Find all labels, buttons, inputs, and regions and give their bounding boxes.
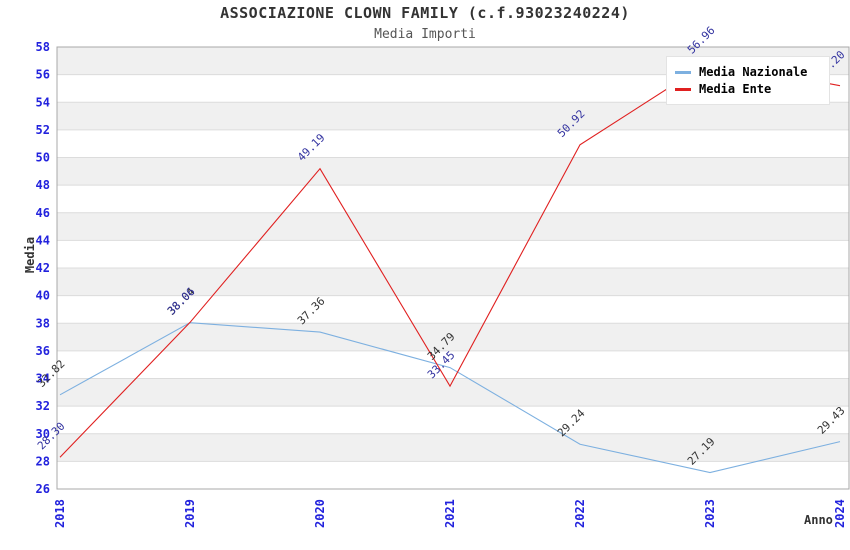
grid-band	[57, 433, 849, 462]
grid-band	[57, 157, 849, 186]
grid-band	[57, 378, 849, 407]
grid-band	[57, 240, 849, 268]
y-tick-label: 32	[36, 399, 50, 413]
grid-bands	[57, 47, 849, 489]
y-tick-labels: 26 28 30 32 34 36 38 40 42 44 46 48 50 52 54 56 58	[36, 40, 50, 496]
grid-band	[57, 129, 849, 158]
y-tick-label: 34	[36, 372, 50, 386]
grid-band	[57, 461, 849, 489]
grid-band	[57, 350, 849, 379]
grid-band	[57, 268, 849, 296]
grid-band	[57, 323, 849, 351]
legend-swatch	[675, 70, 691, 74]
grid-band	[57, 185, 849, 213]
grid-band	[57, 212, 849, 241]
x-tick-label: 2022	[573, 499, 587, 528]
x-tick-label: 2021	[443, 499, 457, 528]
x-tick-labels: 2018 2019 2020 2021 2022 2023 2024	[53, 499, 847, 528]
y-tick-label: 58	[36, 40, 50, 54]
legend: Media Nazionale Media Ente	[666, 56, 830, 105]
legend-item-media-ente: Media Ente	[675, 82, 821, 96]
y-tick-label: 36	[36, 344, 50, 358]
x-tick-label: 2024	[833, 499, 847, 528]
grid-band	[57, 102, 849, 130]
y-tick-label: 28	[36, 454, 50, 468]
y-tick-label: 48	[36, 178, 50, 192]
chart-subtitle: Media Importi	[374, 27, 476, 42]
y-tick-label: 44	[36, 233, 50, 247]
y-tick-label: 54	[36, 95, 50, 109]
y-tick-label: 46	[36, 206, 50, 220]
grid-band	[57, 295, 849, 324]
y-tick-label: 52	[36, 123, 50, 137]
y-tick-label: 50	[36, 151, 50, 165]
x-tick-label: 2019	[183, 499, 197, 528]
grid-band	[57, 406, 849, 434]
legend-swatch	[675, 87, 691, 91]
gridlines	[57, 74, 849, 462]
y-tick-label: 40	[36, 289, 50, 303]
y-tick-label: 42	[36, 261, 50, 275]
x-tick-label: 2018	[53, 499, 67, 528]
x-tick-label: 2020	[313, 499, 327, 528]
y-tick-label: 56	[36, 68, 50, 82]
chart-title: ASSOCIAZIONE CLOWN FAMILY (c.f.930232402…	[220, 4, 630, 22]
y-tick-label: 38	[36, 316, 50, 330]
y-axis-title: Media	[23, 236, 37, 274]
plot-border	[56, 46, 850, 490]
legend-label: Media Nazionale	[699, 65, 808, 79]
y-tick-label: 30	[36, 427, 50, 441]
x-tick-label: 2023	[703, 499, 717, 528]
y-tick-label: 26	[36, 482, 50, 496]
legend-label: Media Ente	[699, 82, 772, 96]
legend-item-media-nazionale: Media Nazionale	[675, 65, 821, 79]
x-axis-title: Anno	[804, 513, 833, 527]
